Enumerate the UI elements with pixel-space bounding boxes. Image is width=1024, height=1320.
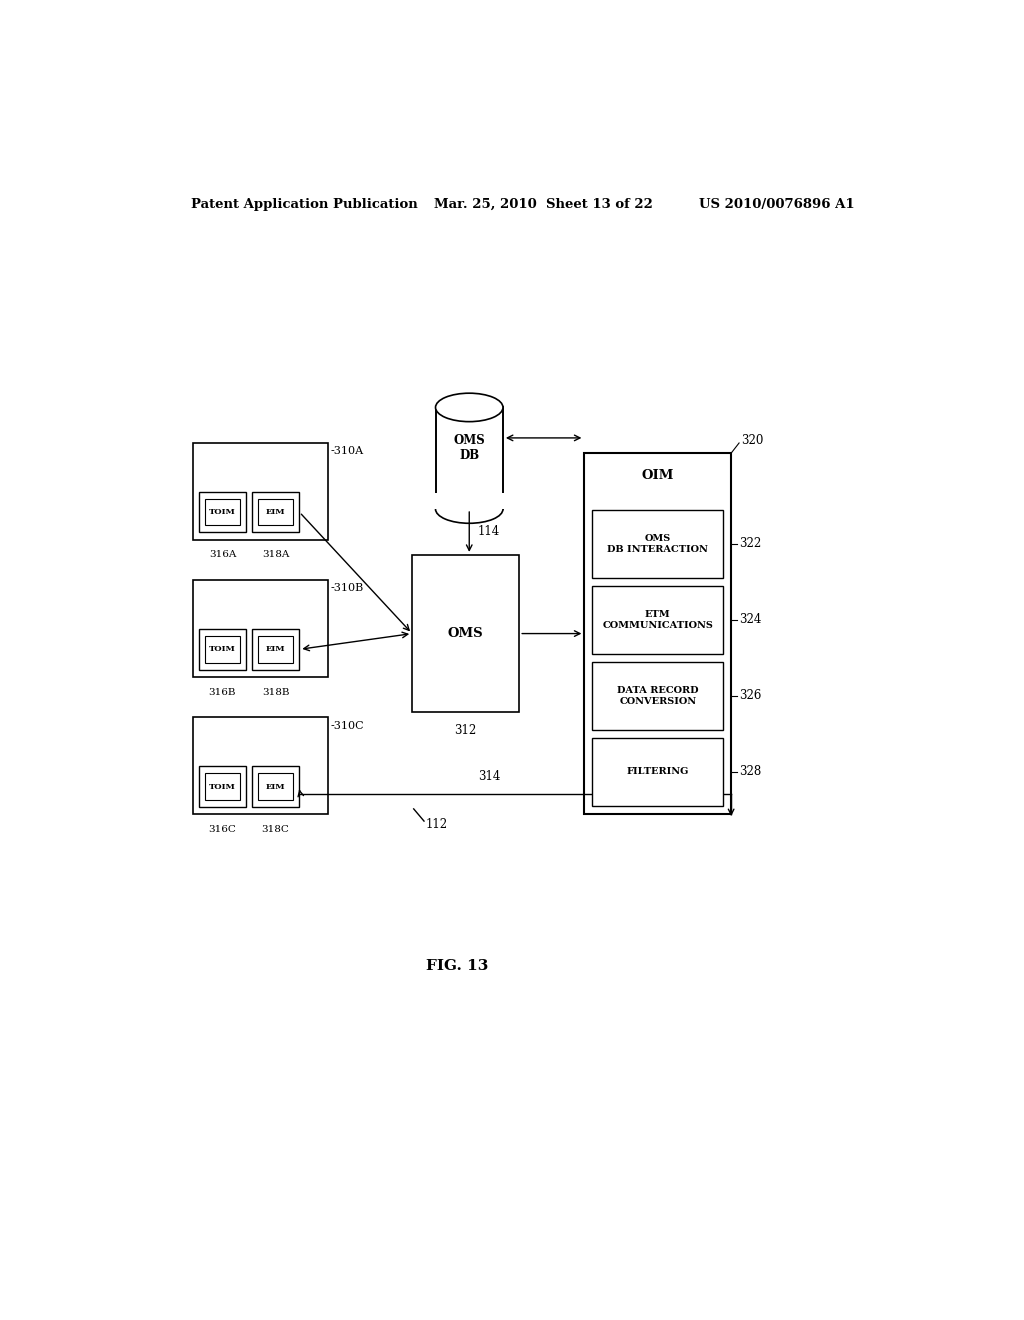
FancyBboxPatch shape [205, 499, 240, 525]
FancyBboxPatch shape [592, 586, 723, 653]
Text: FIG. 13: FIG. 13 [426, 960, 488, 973]
Text: OIM: OIM [642, 469, 674, 482]
Text: 318C: 318C [262, 825, 290, 834]
Text: 322: 322 [739, 537, 761, 550]
Text: 316C: 316C [209, 825, 237, 834]
Text: 318A: 318A [262, 550, 290, 560]
FancyBboxPatch shape [205, 636, 240, 663]
FancyBboxPatch shape [252, 492, 299, 532]
Text: 114: 114 [477, 525, 500, 539]
FancyBboxPatch shape [194, 718, 328, 814]
Text: -310A: -310A [331, 446, 364, 457]
Text: OMS: OMS [447, 627, 483, 640]
Ellipse shape [435, 495, 503, 523]
Text: 320: 320 [740, 434, 763, 447]
Text: 316B: 316B [209, 688, 237, 697]
FancyBboxPatch shape [258, 636, 293, 663]
Text: TOIM: TOIM [209, 645, 236, 653]
Text: 312: 312 [455, 725, 477, 737]
FancyBboxPatch shape [199, 766, 246, 807]
FancyBboxPatch shape [252, 766, 299, 807]
Text: 112: 112 [426, 817, 447, 830]
Text: 326: 326 [739, 689, 762, 702]
Text: Mar. 25, 2010  Sheet 13 of 22: Mar. 25, 2010 Sheet 13 of 22 [433, 198, 652, 211]
Text: 318B: 318B [262, 688, 290, 697]
FancyBboxPatch shape [592, 663, 723, 730]
FancyBboxPatch shape [435, 408, 503, 510]
Text: 328: 328 [739, 766, 761, 779]
Text: TOIM: TOIM [209, 783, 236, 791]
Text: EIM: EIM [266, 508, 286, 516]
FancyBboxPatch shape [412, 554, 519, 713]
Text: EIM: EIM [266, 645, 286, 653]
Text: FILTERING: FILTERING [627, 767, 689, 776]
Text: TOIM: TOIM [209, 508, 236, 516]
Text: DATA RECORD
CONVERSION: DATA RECORD CONVERSION [617, 686, 698, 706]
FancyBboxPatch shape [194, 444, 328, 540]
Text: ETM
COMMUNICATIONS: ETM COMMUNICATIONS [602, 610, 713, 630]
Ellipse shape [435, 393, 503, 421]
Text: OMS
DB INTERACTION: OMS DB INTERACTION [607, 535, 709, 553]
FancyBboxPatch shape [592, 510, 723, 578]
Text: -310C: -310C [331, 721, 364, 730]
FancyBboxPatch shape [434, 492, 505, 510]
FancyBboxPatch shape [592, 738, 723, 805]
Text: -310B: -310B [331, 583, 364, 593]
FancyBboxPatch shape [585, 453, 731, 814]
Text: EIM: EIM [266, 783, 286, 791]
FancyBboxPatch shape [258, 774, 293, 800]
Text: US 2010/0076896 A1: US 2010/0076896 A1 [699, 198, 855, 211]
FancyBboxPatch shape [252, 630, 299, 669]
FancyBboxPatch shape [205, 774, 240, 800]
Text: 314: 314 [478, 771, 501, 784]
Text: Patent Application Publication: Patent Application Publication [191, 198, 418, 211]
FancyBboxPatch shape [194, 581, 328, 677]
Text: 316A: 316A [209, 550, 237, 560]
Text: OMS
DB: OMS DB [454, 434, 485, 462]
Text: 324: 324 [739, 614, 762, 627]
FancyBboxPatch shape [199, 630, 246, 669]
FancyBboxPatch shape [199, 492, 246, 532]
FancyBboxPatch shape [258, 499, 293, 525]
